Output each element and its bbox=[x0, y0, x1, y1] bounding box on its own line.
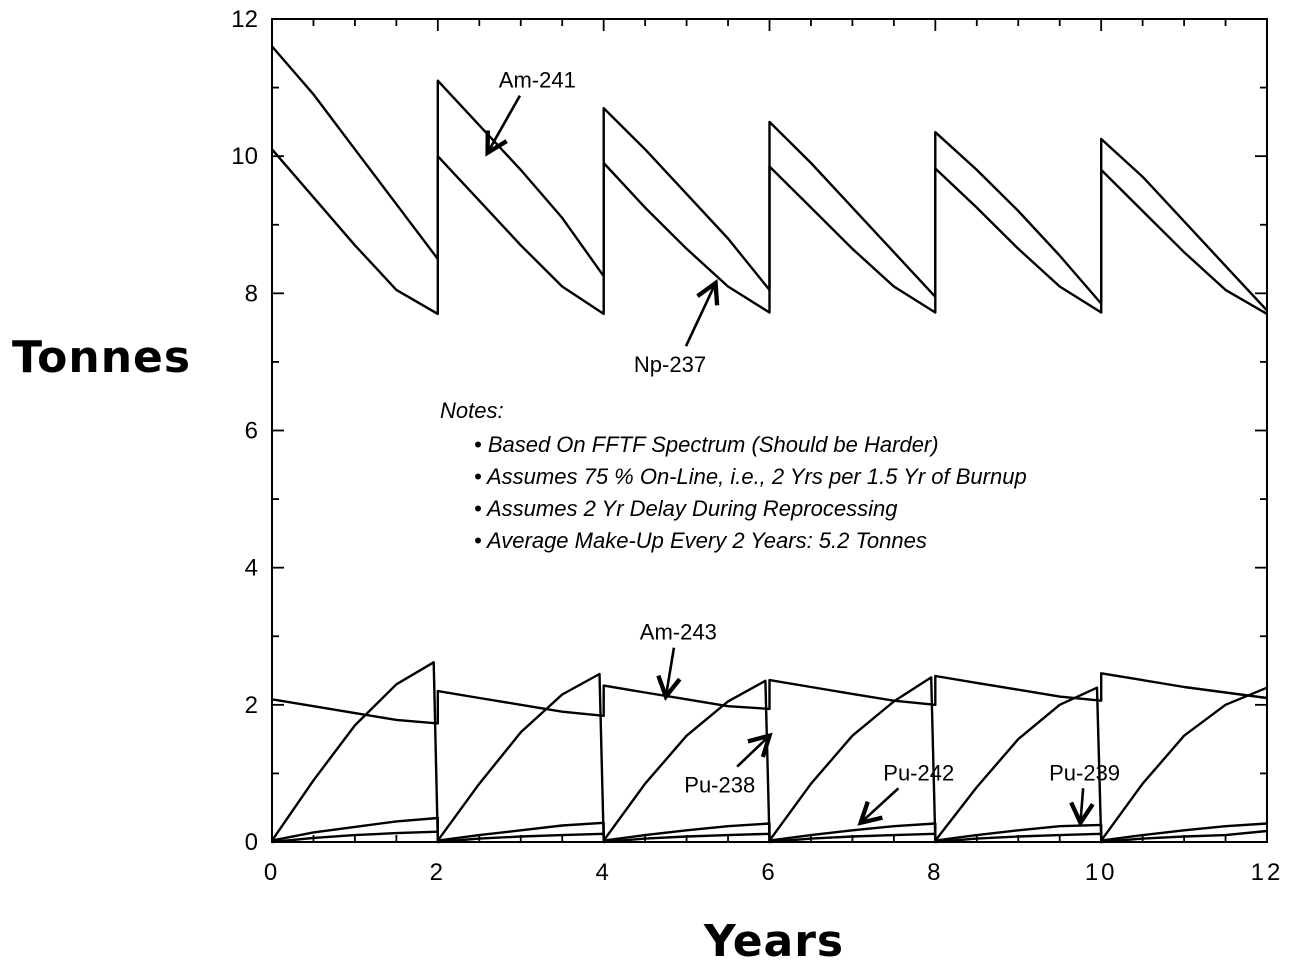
x-tick-label: 2 bbox=[430, 859, 446, 886]
annotation-pu-239: Pu-239 bbox=[1049, 760, 1120, 823]
series-line-pu-238 bbox=[271, 661, 1268, 842]
annotation-am-243: Am-243 bbox=[640, 620, 717, 697]
series-lines bbox=[271, 45, 1268, 844]
x-tick-label: 10 bbox=[1085, 859, 1118, 886]
series-line-pu-239 bbox=[271, 829, 1268, 844]
series-label-np-237: Np-237 bbox=[634, 352, 706, 377]
notes-heading: Notes: bbox=[440, 398, 504, 423]
arrow-pu-239 bbox=[1080, 788, 1083, 823]
y-tick-label: 2 bbox=[245, 692, 258, 719]
x-tick-label: 4 bbox=[595, 859, 611, 886]
series-pu-238 bbox=[271, 661, 1268, 842]
y-tick-label: 12 bbox=[231, 6, 258, 33]
series-label-pu-239: Pu-239 bbox=[1049, 760, 1120, 785]
series-pu-239 bbox=[271, 829, 1268, 844]
arrow-pu-238 bbox=[736, 736, 769, 768]
series-label-pu-238: Pu-238 bbox=[684, 773, 755, 798]
y-tick-label: 4 bbox=[245, 555, 258, 582]
annotation-pu-242: Pu-242 bbox=[861, 760, 954, 823]
series-np-237 bbox=[271, 148, 1268, 316]
series-annotations: Am-241 Np-237 Am-243 Pu-238 Pu-242 Pu-239 bbox=[488, 68, 1120, 823]
x-tick-label: 6 bbox=[761, 859, 777, 886]
arrow-pu-242 bbox=[861, 787, 900, 823]
x-axis-title: Years bbox=[703, 916, 844, 961]
y-tick-label: 8 bbox=[245, 280, 258, 307]
note-item: • Assumes 2 Yr Delay During Reprocessing bbox=[474, 496, 898, 521]
note-item: • Based On FFTF Spectrum (Should be Hard… bbox=[474, 432, 939, 457]
y-tick-label: 0 bbox=[245, 829, 258, 856]
x-tick-label: 8 bbox=[927, 859, 943, 886]
y-tick-label: 10 bbox=[231, 143, 258, 170]
x-tick-label: 0 bbox=[264, 859, 280, 886]
annotation-pu-238: Pu-238 bbox=[684, 736, 769, 798]
series-line-am-243 bbox=[271, 672, 1268, 725]
series-label-am-243: Am-243 bbox=[640, 620, 717, 645]
arrow-np-237 bbox=[684, 283, 716, 347]
notes-block: Notes: • Based On FFTF Spectrum (Should … bbox=[440, 398, 1027, 553]
series-label-pu-242: Pu-242 bbox=[883, 760, 954, 785]
y-tick-label: 6 bbox=[245, 418, 258, 445]
x-axis-ticks: 0 2 4 6 8 10 12 bbox=[264, 19, 1284, 886]
arrow-am-243 bbox=[666, 647, 674, 697]
annotation-am-241: Am-241 bbox=[488, 68, 576, 153]
series-am-243 bbox=[271, 672, 1268, 725]
note-item: • Average Make-Up Every 2 Years: 5.2 Ton… bbox=[474, 528, 927, 553]
x-tick-label: 12 bbox=[1251, 859, 1284, 886]
y-axis-title: Tonnes bbox=[12, 332, 191, 383]
y-axis-ticks: 0 2 4 6 8 10 12 bbox=[231, 6, 1267, 856]
series-line-np-237 bbox=[271, 148, 1268, 316]
annotation-np-237: Np-237 bbox=[634, 283, 716, 377]
series-label-am-241: Am-241 bbox=[499, 68, 576, 93]
note-item: • Assumes 75 % On-Line, i.e., 2 Yrs per … bbox=[474, 464, 1027, 489]
arrow-am-241 bbox=[488, 94, 522, 153]
